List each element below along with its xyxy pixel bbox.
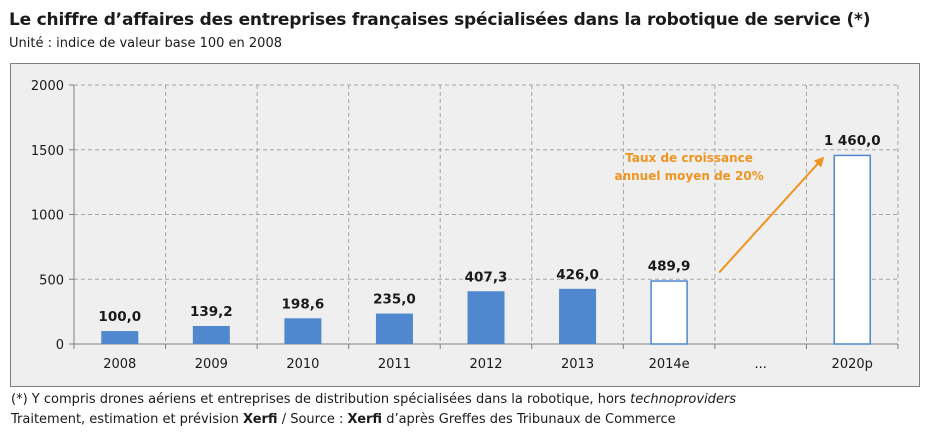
data-labels: 100,0 139,2 198,6 235,0 407,3 426,0 489,9 1 460… xyxy=(98,133,880,325)
plot-area-frame xyxy=(10,63,920,387)
x-tick-label: 2011 xyxy=(378,357,411,372)
axes: 0 500 1000 1500 2000 2008 2009 2010 2011 2012 2013… xyxy=(31,79,899,372)
bar-forecast xyxy=(833,154,871,345)
bar-value-label: 198,6 xyxy=(282,296,325,312)
y-tick-label: 1000 xyxy=(31,209,64,224)
x-tick-label: 2009 xyxy=(195,357,228,372)
x-tick-label: ... xyxy=(754,357,766,372)
y-tick-label: 500 xyxy=(39,273,64,288)
bars xyxy=(101,154,871,345)
x-tick-label: 2014e xyxy=(649,357,690,372)
x-tick-label: 2013 xyxy=(561,357,594,372)
chart-title: Le chiffre d’affaires des entreprises fr… xyxy=(9,10,871,30)
bar xyxy=(101,331,139,344)
bar-value-label: 139,2 xyxy=(190,304,233,320)
bar xyxy=(375,313,413,344)
footnote-scope-italic: technoproviders xyxy=(630,392,737,407)
x-tick-label: 2020p xyxy=(832,357,873,372)
bar xyxy=(559,288,597,344)
source-brand-b: Xerfi xyxy=(347,412,383,427)
bar-value-label: 426,0 xyxy=(556,267,599,283)
source-brand-a: Xerfi xyxy=(243,412,278,427)
bar-value-label: 407,3 xyxy=(465,269,508,285)
chart-subtitle: Unité : indice de valeur base 100 en 200… xyxy=(9,36,282,51)
x-tick-label: 2010 xyxy=(286,357,319,372)
bar-value-label: 1 460,0 xyxy=(824,133,881,149)
source-text-c: / Source : xyxy=(277,412,348,427)
bar-value-label: 235,0 xyxy=(373,292,416,308)
annotation-text-line: Taux de croissance xyxy=(625,151,753,165)
growth-arrow xyxy=(718,156,825,274)
footnote-scope-text: (*) Y compris drones aériens et entrepri… xyxy=(11,392,631,407)
bar-value-label: 100,0 xyxy=(98,309,141,325)
y-tick-label: 2000 xyxy=(31,79,64,94)
bar xyxy=(467,291,505,344)
annotation-text-line: annuel moyen de 20% xyxy=(615,169,764,183)
bar-value-label: 489,9 xyxy=(648,259,691,275)
y-tick-label: 0 xyxy=(56,338,64,353)
footnote-source: Traitement, estimation et prévision Xerf… xyxy=(11,412,676,427)
growth-annotation: Taux de croissance annuel moyen de 20% xyxy=(615,151,825,274)
x-tick-label: 2012 xyxy=(469,357,502,372)
source-text-e: d’après Greffes des Tribunaux de Commerc… xyxy=(382,412,676,427)
bar-forecast xyxy=(650,280,688,345)
x-tick-label: 2008 xyxy=(103,357,136,372)
source-text-a: Traitement, estimation et prévision xyxy=(11,412,244,427)
gridlines xyxy=(74,84,899,344)
y-tick-label: 1500 xyxy=(31,144,64,159)
footnote-scope: (*) Y compris drones aériens et entrepri… xyxy=(11,392,736,407)
bar xyxy=(192,325,230,344)
bar xyxy=(284,318,322,344)
